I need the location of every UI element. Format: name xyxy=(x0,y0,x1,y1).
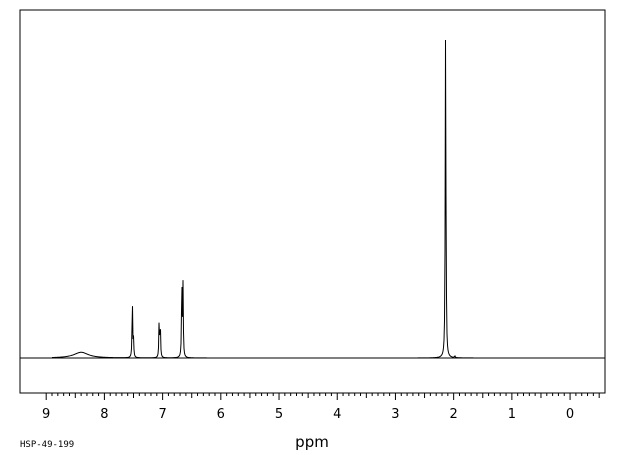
x-tick-label: 8 xyxy=(100,407,108,422)
x-tick-label: 6 xyxy=(217,407,225,422)
plot-frame xyxy=(19,9,606,394)
x-tick-label: 2 xyxy=(450,407,458,422)
x-tick-label: 9 xyxy=(42,407,50,422)
x-tick-label: 0 xyxy=(566,407,574,422)
x-tick-label: 4 xyxy=(333,407,341,422)
x-tick-label: 5 xyxy=(275,407,283,422)
x-axis-ticks xyxy=(45,393,600,400)
x-axis-title: ppm xyxy=(295,433,329,451)
x-tick-label: 7 xyxy=(158,407,166,422)
x-tick-label: 3 xyxy=(391,407,399,422)
spectrum-code-label: HSP-49-199 xyxy=(20,440,74,450)
spectrum-line xyxy=(51,39,605,359)
x-axis-tick-labels: 9 8 7 6 5 4 3 2 1 0 xyxy=(42,407,574,422)
x-tick-label: 1 xyxy=(508,407,516,422)
